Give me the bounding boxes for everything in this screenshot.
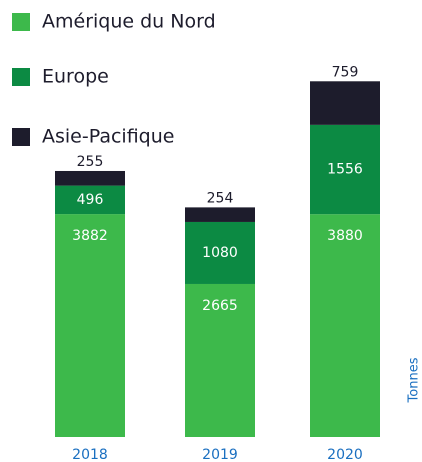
legend-label: Europe: [42, 66, 109, 88]
bar-segment: [310, 214, 380, 437]
legend-swatch: [12, 68, 30, 86]
value-label: 3880: [327, 228, 363, 244]
value-label: 1080: [202, 245, 238, 261]
bar-segment: [55, 214, 125, 437]
value-label: 496: [77, 192, 104, 208]
bar-segment: [55, 170, 125, 186]
legend-swatch: [12, 128, 30, 146]
bar-segment: [310, 81, 380, 125]
value-label: 3882: [72, 228, 108, 244]
value-label: 759: [332, 64, 359, 80]
x-tick-label: 2020: [327, 447, 363, 462]
y-axis-label: Tonnes: [407, 357, 422, 403]
bar-segment: [310, 124, 380, 215]
bar-segment: [185, 221, 255, 284]
legend-label: Amérique du Nord: [42, 11, 216, 33]
legend-label: Asie-Pacifique: [42, 126, 174, 148]
bar-segment: [185, 207, 255, 222]
bar-segment: [185, 283, 255, 437]
legend-swatch: [12, 13, 30, 31]
x-tick-label: 2019: [202, 447, 238, 462]
value-label: 1556: [327, 162, 363, 178]
value-label: 2665: [202, 298, 238, 314]
bar-segment: [55, 185, 125, 215]
value-label: 254: [207, 190, 234, 206]
x-tick-label: 2018: [72, 447, 108, 462]
value-label: 255: [77, 154, 104, 170]
